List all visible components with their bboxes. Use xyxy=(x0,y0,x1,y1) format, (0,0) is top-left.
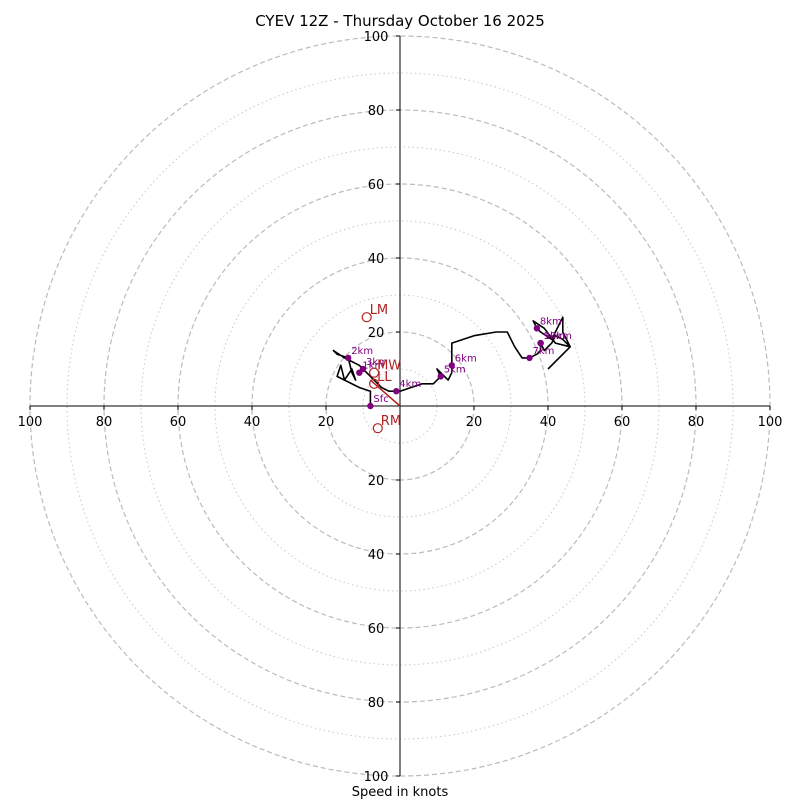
tick-label-bottom: 80 xyxy=(368,696,385,711)
shear-vector-line xyxy=(369,379,401,407)
height-marker-dot xyxy=(367,402,374,410)
wind-trace xyxy=(332,316,572,407)
tick-label-left: 20 xyxy=(318,415,335,430)
tick-label-bottom: 100 xyxy=(364,770,389,785)
tick-label-right: 40 xyxy=(540,415,557,430)
tick-label-top: 100 xyxy=(364,30,389,45)
tick-label-left: 40 xyxy=(244,415,261,430)
tick-label-right: 60 xyxy=(614,415,631,430)
tick-label-left: 80 xyxy=(96,415,113,430)
storm-motion-label: LM xyxy=(370,303,388,318)
height-marker-dot xyxy=(537,339,544,347)
tick-labels: 20 20 20 20 40 40 40 40 60 60 60 60 80 80 80 80 100 100 10… xyxy=(18,30,783,785)
tick-label-top: 60 xyxy=(368,178,385,193)
tick-label-bottom: 20 xyxy=(368,474,385,489)
height-marker-dot xyxy=(345,354,352,362)
tick-label-top: 80 xyxy=(368,104,385,119)
x-axis-label: Speed in knots xyxy=(352,785,449,800)
height-marker-label: 7km xyxy=(533,346,555,357)
tick-label-top: 40 xyxy=(368,252,385,267)
storm-motion-marker xyxy=(369,367,380,378)
tick-label-right: 20 xyxy=(466,415,483,430)
height-marker-dot xyxy=(359,365,367,373)
height-marker-dot xyxy=(526,354,533,362)
height-marker-label: 4km xyxy=(399,379,421,390)
height-marker-label: 6km xyxy=(455,353,477,364)
height-marker-dot xyxy=(393,388,400,395)
height-marker-label: 5km xyxy=(444,364,466,375)
storm-motion-label: MW xyxy=(377,359,401,374)
height-marker-label: 3km xyxy=(366,357,388,368)
height-marker-dot xyxy=(533,325,541,332)
height-marker-label: 2km xyxy=(351,346,373,357)
tick-label-bottom: 40 xyxy=(368,548,385,563)
tick-label-left: 60 xyxy=(170,415,187,430)
height-marker-label: 10km xyxy=(544,331,572,342)
hodograph-trace-line xyxy=(332,316,572,406)
storm-motion-marker xyxy=(369,378,380,389)
tick-label-left: 100 xyxy=(18,415,43,430)
tick-label-bottom: 60 xyxy=(368,622,385,637)
height-marker-dot xyxy=(437,373,444,380)
storm-motion-marker xyxy=(372,423,383,434)
storm-motion-label: LL xyxy=(377,370,392,385)
height-marker-label: 9km xyxy=(544,331,566,342)
chart-title: CYEV 12Z - Thursday October 16 2025 xyxy=(255,12,545,30)
height-marker-label: 8km xyxy=(540,316,562,327)
height-marker-dot xyxy=(448,362,455,369)
height-marker-label: Sfc xyxy=(373,394,388,405)
height-marker-label: 1km xyxy=(362,361,384,372)
storm-motion-marker xyxy=(361,312,372,323)
storm-motion-label: RM xyxy=(381,414,401,429)
tick-label-right: 100 xyxy=(758,415,783,430)
tick-label-right: 80 xyxy=(688,415,705,430)
tick-label-top: 20 xyxy=(368,326,385,341)
